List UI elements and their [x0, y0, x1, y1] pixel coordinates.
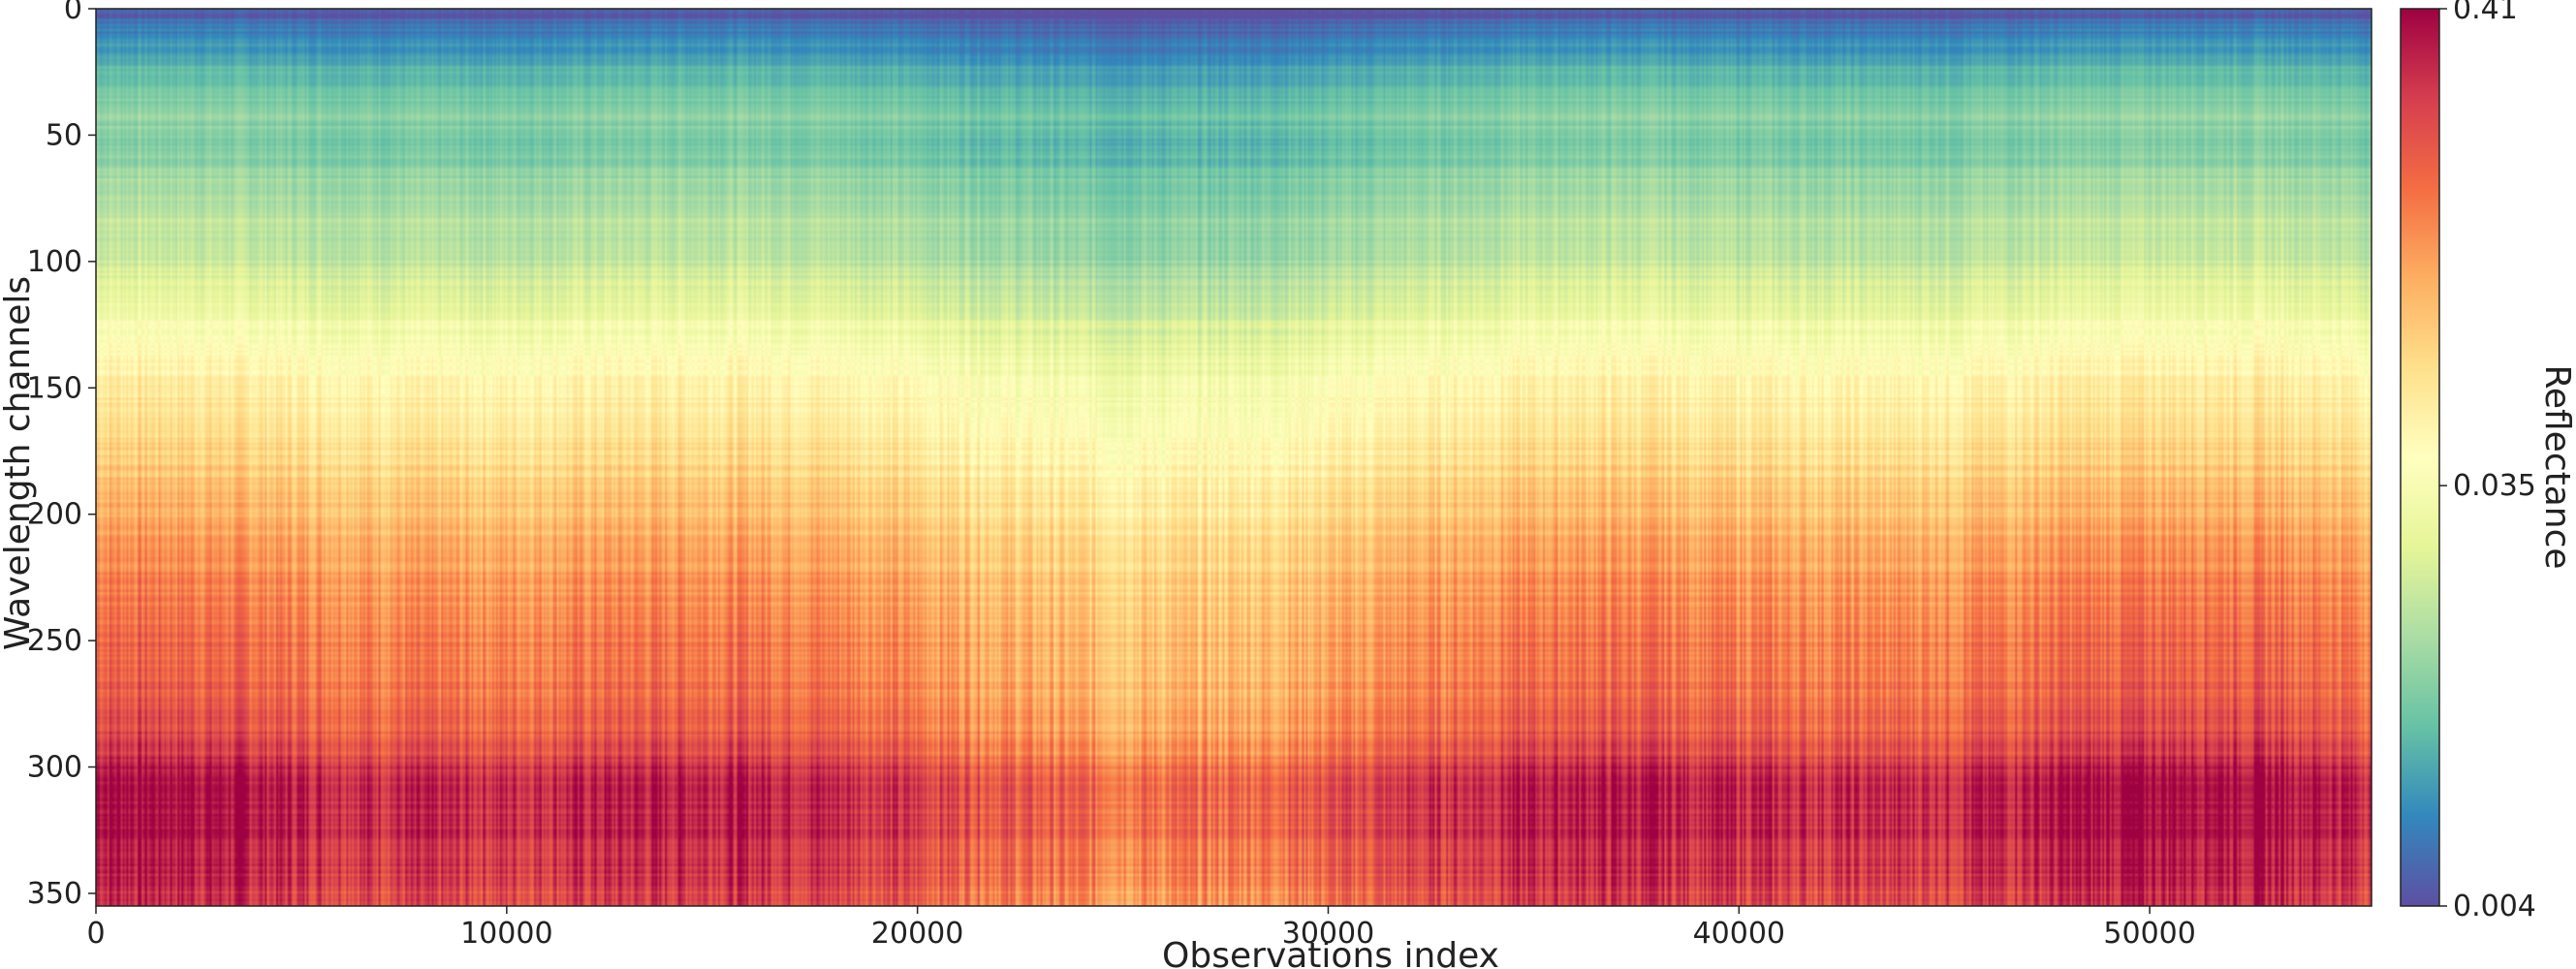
colorbar-tick-label: 0.035 — [2453, 469, 2536, 503]
y-axis-label: Wavelength channels — [0, 276, 38, 650]
colorbar-label: Reflectance — [2537, 364, 2576, 569]
x-axis: 0 10000 20000 30000 40000 50000 — [86, 906, 2196, 951]
plot-area — [95, 8, 2372, 907]
colorbar-frame — [2400, 8, 2440, 907]
y-tick-label: 0 — [64, 0, 82, 26]
colorbar-ticks: 0.004 0.035 0.41 — [2439, 0, 2536, 923]
x-tick-label: 20000 — [871, 917, 963, 951]
y-tick-label: 200 — [27, 498, 82, 532]
x-axis-label: Observations index — [1162, 936, 1499, 969]
y-tick-label: 350 — [27, 877, 82, 911]
colorbar-tick-label: 0.41 — [2453, 0, 2518, 26]
colorbar: 0.004 0.035 0.41 Reflectance — [2400, 0, 2576, 923]
y-tick-label: 250 — [27, 624, 82, 658]
colorbar-fill — [2401, 9, 2439, 906]
y-tick-label: 100 — [27, 245, 82, 279]
y-tick-label: 150 — [27, 371, 82, 405]
x-tick-label: 0 — [86, 917, 105, 951]
x-tick-label: 10000 — [460, 917, 552, 951]
colorbar-tick-label: 0.004 — [2453, 890, 2536, 923]
y-axis: 0 50 100 150 200 250 300 350 — [27, 0, 96, 911]
heatmap-raster — [96, 9, 2372, 906]
plot-frame — [95, 8, 2372, 907]
x-tick-label: 30000 — [1282, 917, 1374, 951]
x-tick-label: 40000 — [1693, 917, 1785, 951]
y-tick-label: 300 — [27, 751, 82, 785]
x-tick-label: 50000 — [2103, 917, 2195, 951]
y-tick-label: 50 — [46, 118, 82, 152]
